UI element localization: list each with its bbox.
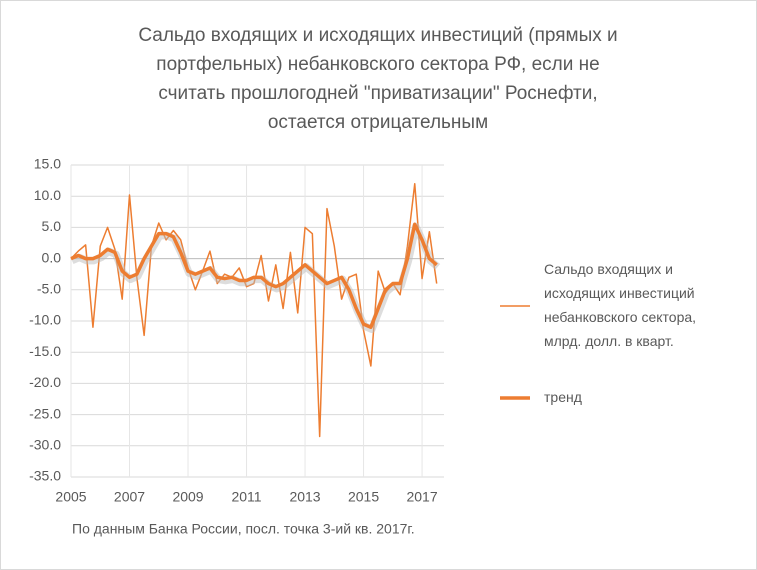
legend-label: тренд [544,389,582,405]
y-tick-label: -20.0 [29,374,61,390]
y-tick-label: 15.0 [34,156,61,172]
x-tick-label: 2013 [289,489,320,505]
y-tick-label: -35.0 [29,468,61,484]
y-tick-label: -10.0 [29,312,61,328]
legend-label: Сальдо входящих и исходящих инвестиций неб… [544,261,696,349]
chart-title: считать прошлогодней "приватизации" Росн… [158,83,597,104]
y-tick-label: -30.0 [29,437,61,453]
y-tick-label: -5.0 [37,281,61,297]
chart-title: остается отрицательным [268,112,488,133]
y-tick-label: -25.0 [29,405,61,421]
x-tick-label: 2009 [172,489,203,505]
series-line [70,222,438,329]
y-tick-label: 0.0 [42,249,62,265]
x-tick-label: 2005 [55,489,86,505]
x-tick-label: 2007 [114,489,145,505]
x-tick-label: 2017 [406,489,437,505]
x-tick-label: 2011 [231,489,261,505]
note: По данным Банка России, посл. точка 3-ий… [72,521,415,537]
x-tick-label: 2015 [348,489,379,505]
y-tick-label: -15.0 [29,343,61,359]
y-tick-label: 10.0 [34,187,61,203]
chart-title: портфельных) небанковского сектора РФ, е… [156,54,599,75]
y-tick-label: 5.0 [42,218,62,234]
chart-title: Сальдо входящих и исходящих инвестиций (… [138,25,617,46]
